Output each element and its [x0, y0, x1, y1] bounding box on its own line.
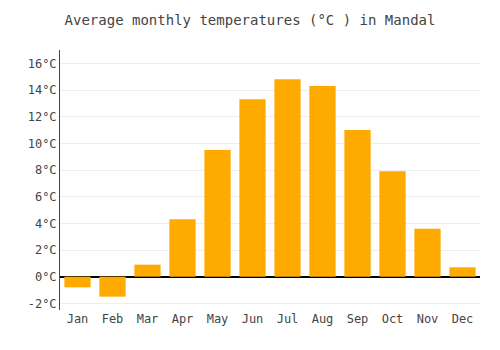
svg-text:Aug: Aug [312, 312, 334, 326]
svg-text:Mar: Mar [137, 312, 159, 326]
svg-text:Dec: Dec [452, 312, 474, 326]
svg-text:Jul: Jul [277, 312, 299, 326]
svg-text:Feb: Feb [102, 312, 124, 326]
svg-text:Oct: Oct [382, 312, 404, 326]
svg-text:Nov: Nov [417, 312, 439, 326]
svg-text:Average monthly temperatures (: Average monthly temperatures (°C ) in Ma… [65, 12, 436, 28]
svg-text:2°C: 2°C [35, 243, 57, 257]
svg-text:Apr: Apr [172, 312, 194, 326]
svg-text:Jun: Jun [242, 312, 264, 326]
svg-text:0°C: 0°C [35, 270, 57, 284]
svg-text:8°C: 8°C [35, 163, 57, 177]
svg-text:Sep: Sep [347, 312, 369, 326]
svg-text:Jan: Jan [67, 312, 89, 326]
svg-text:16°C: 16°C [28, 57, 57, 71]
svg-text:12°C: 12°C [28, 110, 57, 124]
svg-text:-2°C: -2°C [28, 297, 57, 311]
svg-text:14°C: 14°C [28, 83, 57, 97]
svg-text:4°C: 4°C [35, 217, 57, 231]
svg-text:10°C: 10°C [28, 137, 57, 151]
svg-text:May: May [207, 312, 229, 326]
svg-text:6°C: 6°C [35, 190, 57, 204]
